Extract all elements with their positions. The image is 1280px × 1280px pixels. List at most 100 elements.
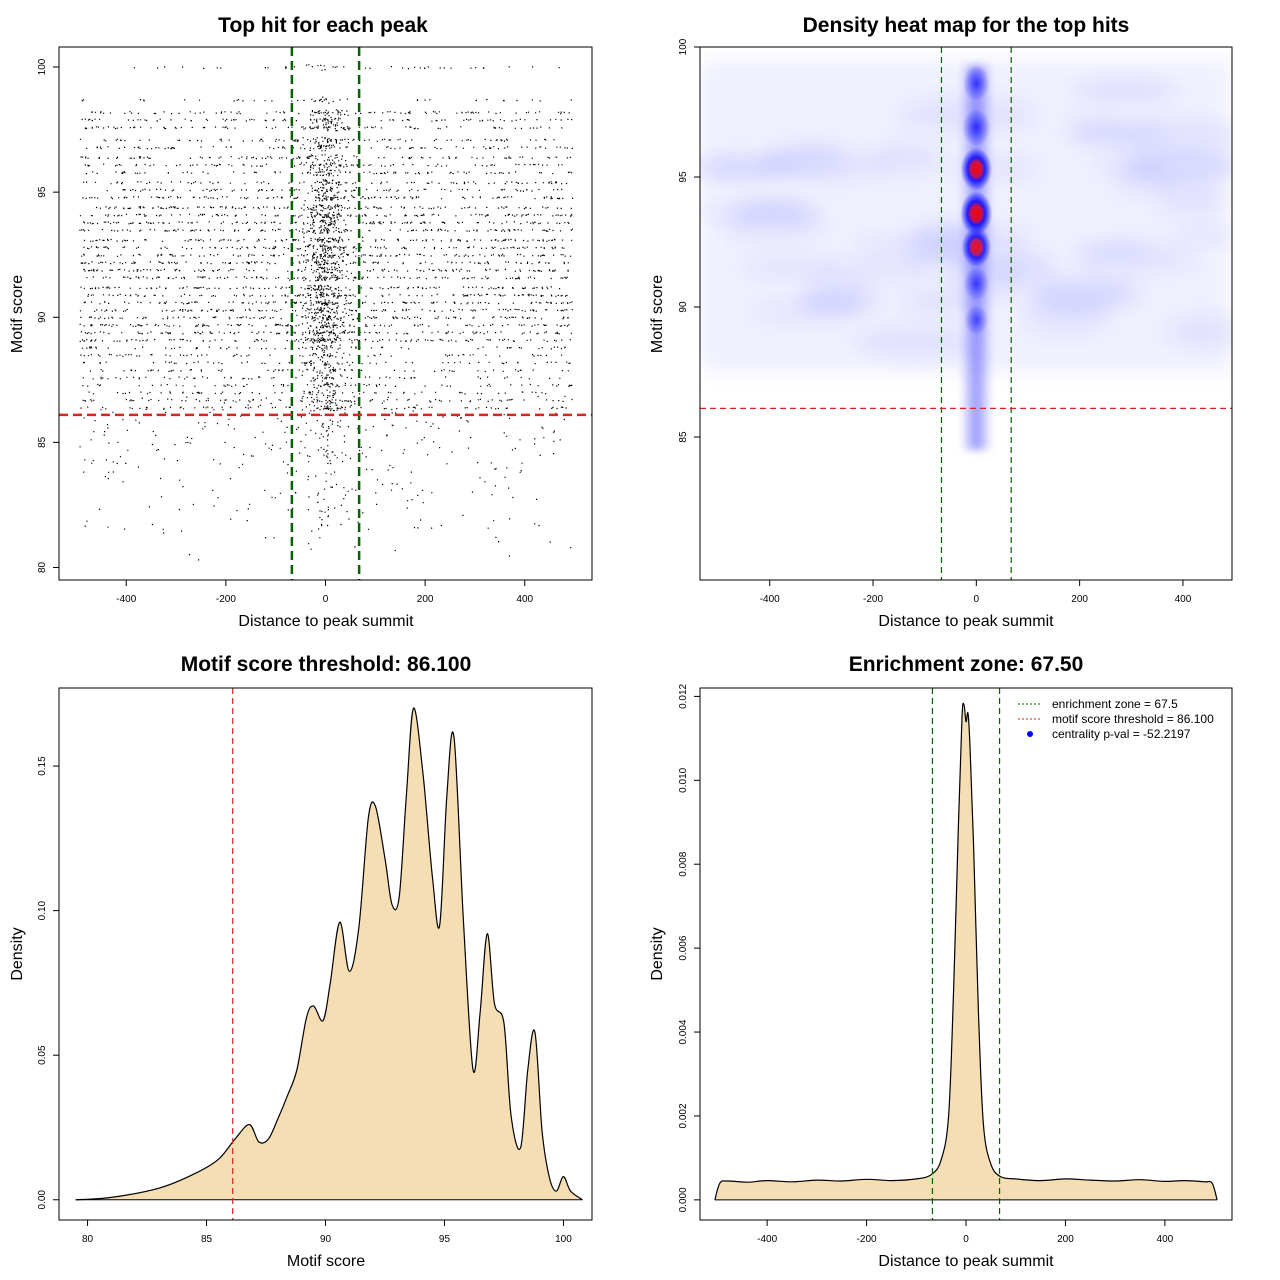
distance-density-y-axis: 0.000 0.002 0.004 0.006 0.008 0.010 0.012: [678, 683, 701, 1212]
heatmap-background-blob: [1017, 283, 1135, 309]
distance-density-panel: Enrichment zone: 67.50 -400 -200 0 200 400 0…: [649, 653, 1233, 1270]
scatter-x-label: Distance to peak summit: [238, 613, 414, 630]
heatmap-background-blob: [1155, 181, 1227, 216]
heatmap-x-axis: -400 -200 0 200 400: [760, 579, 1192, 605]
heatmap-y-axis: 85 90 95 100: [678, 38, 701, 443]
distance-density-x-tick-label: 400: [1157, 1234, 1174, 1245]
heatmap-background-blob: [1112, 169, 1177, 195]
score-density-x-label: Motif score: [287, 1253, 365, 1270]
heatmap-background-blob: [734, 197, 816, 218]
legend-label-threshold: motif score threshold = 86.100: [1052, 712, 1214, 726]
heatmap-hotspot: [962, 108, 991, 147]
scatter-x-axis: -400 -200 0 200 400: [116, 579, 534, 605]
scatter-y-tick-label: 100: [37, 58, 48, 75]
score-density-x-axis: 80 85 90 95 100: [82, 1219, 572, 1245]
heatmap-panel: Density heat map for the top hits -400 -2…: [649, 14, 1233, 630]
heatmap-background-blob: [1062, 117, 1125, 143]
distance-density-curve: [714, 702, 1218, 1201]
score-density-y-tick-label: 0.00: [37, 1190, 48, 1210]
score-density-y-axis: 0.00 0.05 0.10 0.15: [37, 756, 60, 1210]
distance-density-y-tick-label: 0.000: [678, 1187, 689, 1212]
score-density-y-label: Density: [9, 927, 26, 980]
scatter-panel: Top hit for each peak -400 -200 0 200 400 80…: [9, 14, 593, 630]
heatmap-title: Density heat map for the top hits: [803, 14, 1130, 37]
distance-density-y-tick-label: 0.004: [678, 1019, 689, 1044]
scatter-x-tick-label: 400: [516, 594, 533, 605]
scatter-x-tick-label: -200: [216, 594, 236, 605]
heatmap-background-blob: [1071, 242, 1199, 273]
scatter-y-tick-label: 90: [37, 311, 48, 323]
scatter-x-tick-label: 200: [417, 594, 434, 605]
scatter-points: [79, 64, 574, 561]
heatmap-hotspot: [962, 65, 990, 102]
distance-density-fill: [714, 703, 1218, 1200]
heatmap-reference-lines: [700, 47, 1232, 580]
distance-density-x-tick-label: 0: [963, 1234, 969, 1245]
scatter-x-tick-label: -400: [116, 594, 136, 605]
distance-density-y-tick-label: 0.010: [678, 767, 689, 792]
distance-density-y-tick-label: 0.008: [678, 851, 689, 876]
heatmap-y-tick-label: 90: [678, 301, 689, 313]
heatmap-background-blob: [1072, 74, 1177, 108]
distance-density-x-tick-label: 200: [1057, 1234, 1074, 1245]
enrichment-zone-lines: [931, 688, 1001, 1220]
heatmap-background-blob: [1172, 225, 1232, 244]
score-density-fill: [75, 708, 583, 1200]
score-density-x-tick-label: 100: [555, 1234, 572, 1245]
heatmap-hotspot: [963, 266, 990, 301]
scatter-reference-lines: [59, 47, 592, 580]
score-density-x-tick-label: 90: [320, 1234, 332, 1245]
heatmap-hotspot: [960, 191, 993, 236]
scatter-x-tick-label: 0: [323, 594, 329, 605]
score-density-x-tick-label: 80: [82, 1234, 94, 1245]
heatmap-x-label: Distance to peak summit: [878, 613, 1054, 630]
heatmap-background-blob: [700, 156, 801, 176]
heatmap-background-blob: [748, 302, 867, 321]
heatmap-background-blob: [983, 261, 1060, 283]
legend-swatch-centrality: [1027, 731, 1033, 737]
score-density-curve: [75, 707, 583, 1201]
scatter-y-tick-label: 95: [37, 186, 48, 198]
distance-density-x-tick-label: -200: [857, 1234, 877, 1245]
scatter-title: Top hit for each peak: [218, 14, 428, 37]
score-density-y-tick-label: 0.15: [37, 756, 48, 776]
heatmap-hotspot: [961, 227, 992, 268]
score-density-area: [75, 707, 583, 1201]
distance-density-x-tick-label: -400: [757, 1234, 777, 1245]
heatmap-x-tick-label: 200: [1071, 594, 1088, 605]
distance-density-y-tick-label: 0.012: [678, 683, 689, 708]
distance-density-x-label: Distance to peak summit: [878, 1253, 1054, 1270]
score-density-x-tick-label: 95: [439, 1234, 451, 1245]
heatmap-y-tick-label: 100: [678, 38, 689, 55]
heatmap-background-blob: [853, 324, 976, 361]
distance-density-y-tick-label: 0.006: [678, 935, 689, 960]
legend-label-enrichment: enrichment zone = 67.5: [1052, 697, 1178, 711]
heatmap-background-blob: [740, 256, 839, 278]
scatter-y-tick-label: 80: [37, 561, 48, 573]
score-density-panel: Motif score threshold: 86.100 80 85 90 95 10…: [9, 653, 593, 1270]
distance-density-x-axis: -400 -200 0 200 400: [757, 1219, 1174, 1245]
heatmap-background-blob: [1166, 314, 1232, 350]
heatmap-background-blob: [757, 150, 894, 181]
scatter-point-cloud: [79, 64, 574, 561]
heatmap-x-tick-label: -200: [863, 594, 883, 605]
heatmap-x-tick-label: 400: [1175, 594, 1192, 605]
heatmap-y-tick-label: 85: [678, 431, 689, 443]
heatmap-x-tick-label: -400: [760, 594, 780, 605]
distance-density-area: [714, 702, 1218, 1201]
heatmap-background-blob: [873, 141, 943, 174]
heatmap-hotspot: [964, 304, 989, 336]
scatter-plot-frame: [58, 46, 593, 581]
distance-density-y-label: Density: [649, 927, 666, 980]
distance-density-title: Enrichment zone: 67.50: [849, 653, 1084, 676]
chart-legend: enrichment zone = 67.5 motif score thres…: [1018, 697, 1214, 741]
scatter-y-axis: 80 85 90 95 100: [37, 58, 60, 573]
heatmap-background-blob: [1115, 119, 1232, 152]
heatmap-density: [700, 60, 1232, 450]
heatmap-hotspot: [960, 147, 993, 191]
heatmap-y-tick-label: 95: [678, 171, 689, 183]
scatter-y-label: Motif score: [9, 275, 26, 353]
score-density-y-tick-label: 0.05: [37, 1045, 48, 1065]
score-density-x-tick-label: 85: [201, 1234, 213, 1245]
